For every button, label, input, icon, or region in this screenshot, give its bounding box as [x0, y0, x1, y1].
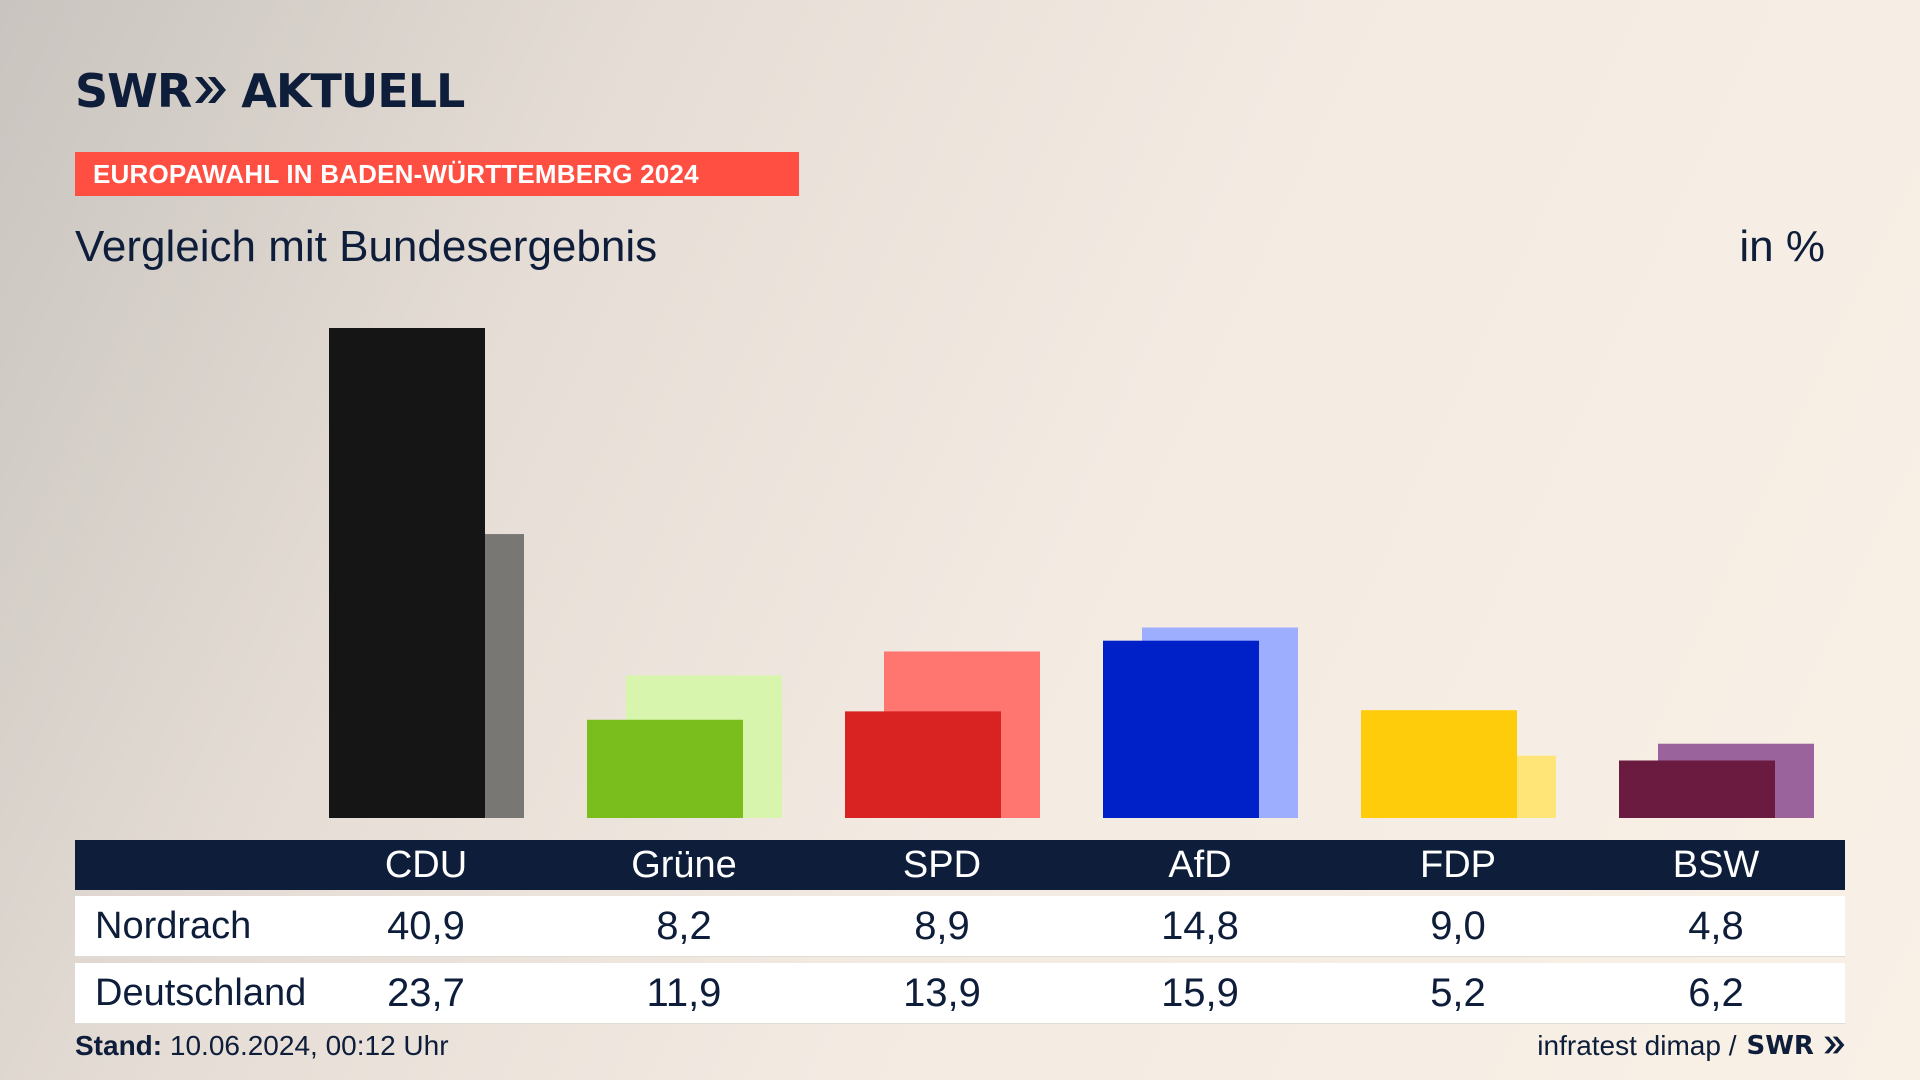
table-cell: 9,0: [1430, 904, 1486, 948]
column-header: CDU: [384, 844, 468, 886]
column-header: BSW: [1672, 844, 1760, 886]
chart-subtitle: Vergleich mit Bundesergebnis: [75, 222, 658, 271]
stand-label: Stand:: [75, 1030, 163, 1061]
logo-product: AKTUELL: [241, 64, 465, 118]
table-cell: 23,7: [387, 971, 465, 1015]
table-cell: 8,2: [656, 904, 712, 948]
table-cell: 8,9: [914, 904, 970, 948]
source-credit: infratest dimap / SWR: [1537, 1030, 1845, 1062]
bar-nordrach-spd: [845, 711, 1001, 818]
bar-nordrach-afd: [1103, 640, 1259, 818]
results-table: CDU Grüne SPD AfD FDP BSW Nordrach 40,9 8,2 8,9…: [75, 840, 1845, 1024]
source-text: infratest dimap /: [1537, 1030, 1737, 1061]
table-cell: 40,9: [387, 904, 465, 948]
table-cell: 6,2: [1688, 971, 1744, 1015]
timestamp: Stand: 10.06.2024, 00:12 Uhr: [75, 1030, 449, 1062]
row-label: Deutschland: [95, 972, 307, 1014]
swr-aktuell-logo: SWR AKTUELL: [75, 64, 465, 118]
swr-small-logo: SWR: [1747, 1031, 1846, 1061]
unit-label: in %: [1739, 222, 1825, 271]
table-cell: 14,8: [1161, 904, 1239, 948]
swr-small-brand: SWR: [1746, 1031, 1814, 1061]
logo-brand: SWR: [75, 64, 192, 118]
column-header: FDP: [1420, 844, 1496, 886]
table-cell: 15,9: [1161, 971, 1239, 1015]
table-row: Deutschland 23,7 11,9 13,9 15,9 5,2 6,2: [75, 963, 1845, 1024]
double-chevron-icon: [193, 64, 227, 118]
table-row: Nordrach 40,9 8,2 8,9 14,8 9,0 4,8: [75, 896, 1845, 957]
table-cell: 5,2: [1430, 971, 1486, 1015]
bar-chart: [329, 328, 1814, 818]
bar-nordrach-grüne: [587, 719, 743, 818]
double-chevron-icon: [1824, 1036, 1845, 1054]
table-cell: 4,8: [1688, 904, 1744, 948]
bar-nordrach-fdp: [1361, 710, 1517, 818]
bar-nordrach-bsw: [1619, 760, 1775, 818]
election-banner: EUROPAWAHL IN BADEN-WÜRTTEMBERG 2024: [75, 152, 799, 196]
table-header: CDU Grüne SPD AfD FDP BSW: [75, 840, 1845, 890]
column-header: Grüne: [631, 844, 737, 886]
column-header: AfD: [1168, 844, 1232, 886]
stand-value: 10.06.2024, 00:12 Uhr: [162, 1030, 449, 1061]
column-header: SPD: [902, 844, 982, 886]
bar-nordrach-cdu: [329, 328, 485, 818]
table-cell: 11,9: [646, 971, 722, 1015]
table-cell: 13,9: [903, 971, 981, 1015]
row-label: Nordrach: [95, 905, 252, 947]
